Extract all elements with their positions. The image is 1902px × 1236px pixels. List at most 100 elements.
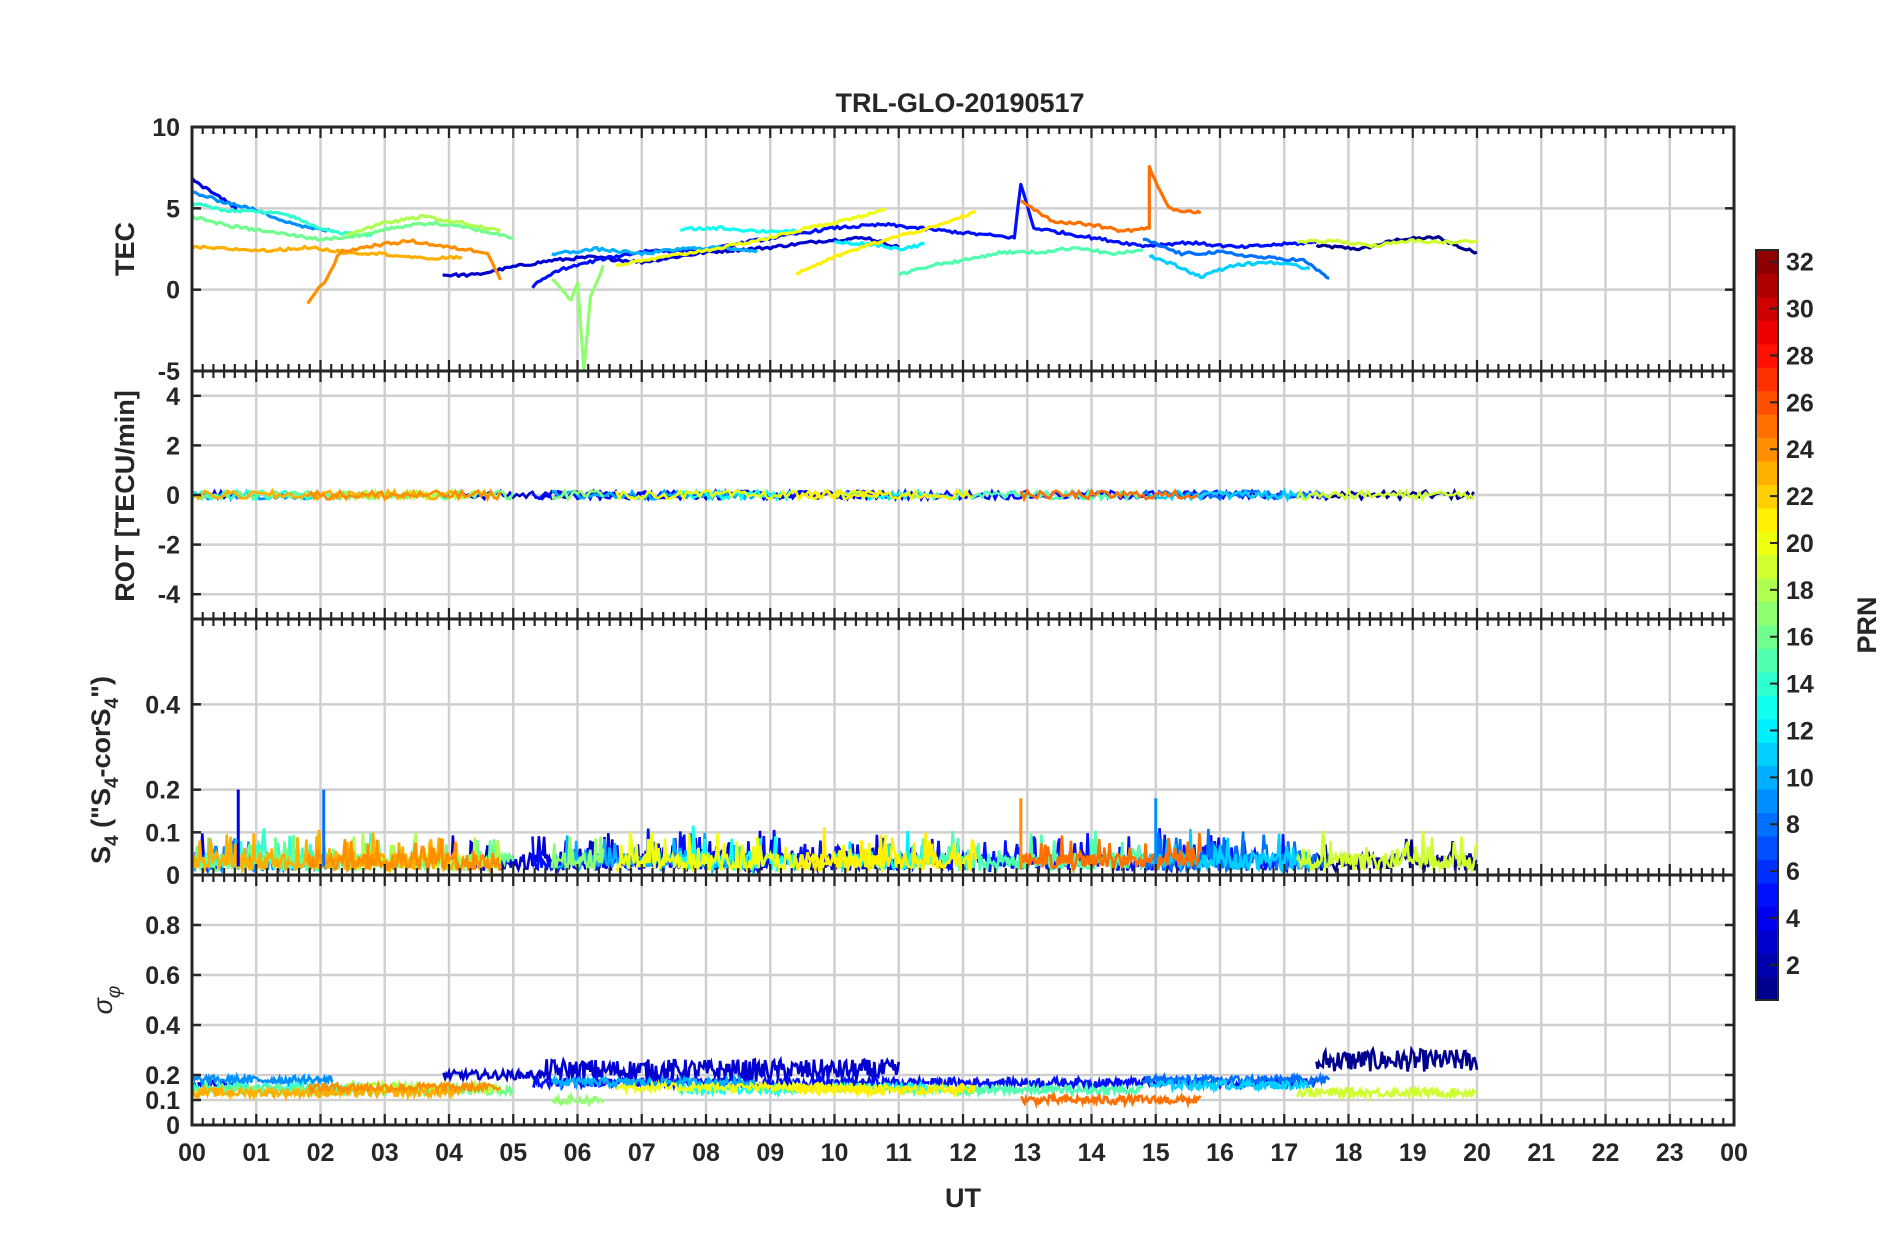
colorbar-tick-label: 16 — [1786, 624, 1814, 652]
y-tick-label: 0 — [166, 482, 180, 510]
colorbar-swatch — [1756, 414, 1778, 439]
y-tick-label: 0 — [166, 1112, 180, 1140]
panel-rot-lines — [191, 487, 1475, 503]
colorbar-tick-label: 28 — [1786, 342, 1814, 370]
x-tick-label: 02 — [307, 1139, 335, 1167]
colorbar-tick-label: 22 — [1786, 483, 1814, 511]
x-tick-label: 17 — [1270, 1139, 1298, 1167]
colorbar-tick-label: 8 — [1786, 811, 1800, 839]
panel-rot-ylabel: ROT [TECU/min] — [110, 390, 140, 601]
y-tick-label: 0.1 — [145, 1087, 180, 1115]
x-tick-label: 03 — [371, 1139, 399, 1167]
x-tick-label: 16 — [1206, 1139, 1234, 1167]
tec-line-prn-13 — [680, 225, 797, 234]
panel-rot: 4 2 0 -2 -4 ROT [TECU/min] — [110, 369, 1736, 621]
tec-line-prn-21 — [795, 210, 977, 276]
colorbar-swatch — [1756, 882, 1778, 907]
rot-line-prn-20 — [614, 487, 884, 503]
panel-sigma-ytick-labels: 0.8 0.6 0.4 0.20.10 — [145, 912, 180, 1140]
colorbar-tick-labels: 32 30 28 26 24 22 20 18 16 14 12 10 8 6 4 2 — [1770, 249, 1814, 980]
x-tick-label: 07 — [628, 1139, 656, 1167]
panel-rot-grid — [192, 371, 1734, 619]
panel-rot-ticks — [190, 371, 1736, 619]
tec-line-prn-24 — [306, 238, 502, 305]
panel-tec-lines — [190, 165, 1478, 372]
x-tick-label: 12 — [949, 1139, 977, 1167]
y-tick-label: -2 — [158, 532, 180, 560]
y-tick-label: 0.4 — [145, 1012, 180, 1040]
colorbar-swatch — [1756, 601, 1778, 626]
colorbar-swatch — [1756, 859, 1778, 884]
colorbar-swatch — [1756, 953, 1778, 978]
colorbar-swatch — [1756, 648, 1778, 673]
x-tick-label: 20 — [1463, 1139, 1491, 1167]
s4-line-prn-20 — [614, 831, 888, 876]
sigma-line-prn-23 — [190, 1083, 463, 1102]
panel-s4-grid — [192, 619, 1734, 875]
panel-s4-lines — [190, 789, 1479, 876]
y-tick-label: -5 — [158, 358, 180, 386]
sigma-line-prn-24 — [307, 1078, 501, 1096]
colorbar-swatch — [1756, 531, 1778, 556]
colorbar-tick-label: 26 — [1786, 389, 1814, 417]
sigma-line-prn-21 — [794, 1081, 976, 1100]
colorbar-tick-label: 18 — [1786, 577, 1814, 605]
colorbar-swatch — [1756, 718, 1778, 743]
tec-line-prn-25 — [1020, 165, 1202, 234]
x-tick-label: 00 — [1720, 1139, 1748, 1167]
rot-line-prn-1 — [1316, 487, 1475, 502]
sigma-line-prn-10 — [550, 1073, 758, 1092]
x-tick-label: 01 — [242, 1139, 270, 1167]
colorbar-swatch — [1756, 789, 1778, 814]
colorbar-swatch — [1756, 976, 1778, 1001]
s4-line-prn-25 — [1019, 832, 1202, 874]
tec-line-prn-14 — [191, 201, 373, 238]
colorbar-tick-label: 32 — [1786, 249, 1814, 277]
panel-tec-ytick-labels: 10 5 0 -5 — [152, 114, 180, 386]
rot-line-prn-24 — [306, 488, 502, 503]
colorbar-label: PRN — [1852, 596, 1882, 653]
sigma-line-prn-3 — [442, 1055, 900, 1086]
colorbar-swatch — [1756, 578, 1778, 603]
colorbar-swatch — [1756, 625, 1778, 650]
x-tick-label: 21 — [1527, 1139, 1555, 1167]
x-tick-label: 08 — [692, 1139, 720, 1167]
y-tick-label: 2 — [166, 432, 180, 460]
tec-line-prn-15 — [897, 246, 1144, 277]
y-tick-label: 4 — [166, 383, 180, 411]
panel-rot-ytick-labels: 4 2 0 -2 -4 — [158, 383, 180, 609]
tec-line-prn-17 — [550, 264, 605, 372]
x-tick-labels: 00 01 02 03 04 05 06 07 08 09 10 11 12 13 14 15 16 17 18 19… — [178, 1139, 1748, 1167]
panel-sigma-ylabel: σφ — [88, 986, 125, 1015]
colorbar-swatch — [1756, 250, 1778, 275]
y-tick-label: 0.8 — [145, 912, 180, 940]
colorbar-swatch — [1756, 460, 1778, 485]
rot-line-prn-21 — [794, 488, 973, 502]
rot-line-prn-17 — [551, 487, 605, 502]
panel-sigma-frame — [190, 873, 1736, 1127]
colorbar-tick-label: 10 — [1786, 764, 1814, 792]
s4-line-prn-17 — [550, 836, 605, 872]
s4-line-prn-24 — [306, 838, 502, 875]
colorbar-swatches — [1756, 250, 1778, 1001]
colorbar-swatch — [1756, 812, 1778, 837]
panel-sigma-lines — [190, 1045, 1479, 1110]
s4-line-prn-21 — [794, 827, 978, 874]
x-tick-label: 19 — [1399, 1139, 1427, 1167]
tec-line-prn-23 — [191, 244, 463, 261]
y-tick-label: 0.4 — [145, 691, 180, 719]
tec-line-prn-3 — [442, 235, 900, 278]
tec-line-prn-8 — [1142, 237, 1330, 280]
colorbar-tick-label: 2 — [1786, 952, 1800, 980]
y-tick-label: 0 — [166, 862, 180, 890]
x-axis-label: UT — [945, 1183, 981, 1213]
x-tick-label: 04 — [435, 1139, 463, 1167]
x-tick-label: 23 — [1656, 1139, 1684, 1167]
tec-line-prn-12 — [834, 240, 926, 252]
x-tick-label: 06 — [564, 1139, 592, 1167]
x-tick-label: 18 — [1335, 1139, 1363, 1167]
tec-line-prn-16 — [190, 214, 514, 242]
colorbar-tick-label: 14 — [1786, 671, 1814, 699]
x-tick-label: 11 — [886, 1139, 913, 1167]
